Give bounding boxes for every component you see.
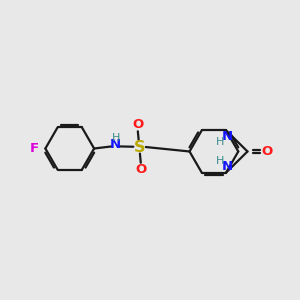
Text: S: S [134,140,145,154]
Text: N: N [110,138,121,152]
Text: N: N [222,130,233,143]
Text: O: O [262,145,273,158]
Text: H: H [216,156,224,166]
Text: N: N [222,160,233,172]
Text: H: H [216,137,224,147]
Text: F: F [30,142,39,155]
Text: O: O [132,118,143,131]
Text: H: H [112,133,120,143]
Text: O: O [135,163,146,176]
